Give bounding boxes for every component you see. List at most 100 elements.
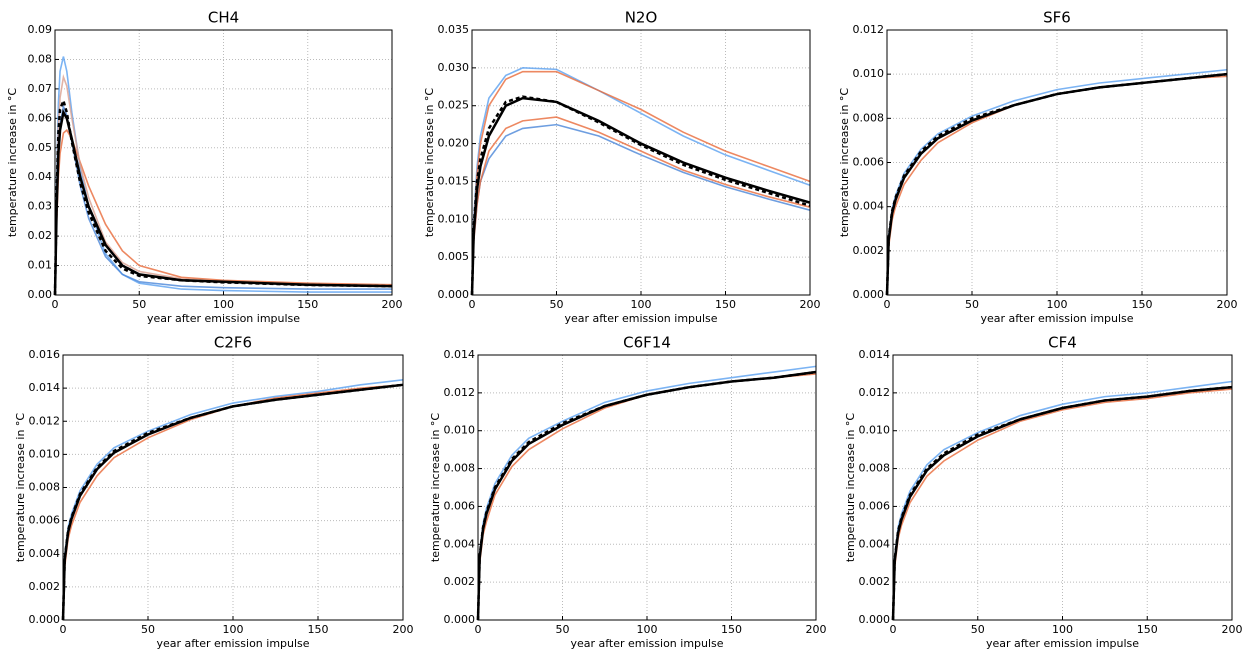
y-tick-label: 0.030: [438, 61, 470, 74]
y-tick-label: 0.09: [28, 23, 53, 36]
y-tick-label: 0.008: [29, 481, 61, 494]
y-tick-label: 0.002: [859, 575, 891, 588]
y-axis-label: temperature increase in °C: [423, 88, 436, 238]
series-line: [476, 370, 817, 621]
series-line: [891, 385, 1233, 621]
y-tick-label: 0.002: [853, 244, 885, 257]
x-tick-label: 100: [637, 623, 658, 636]
y-tick-label: 0.002: [444, 575, 476, 588]
x-axis-label: year after emission impulse: [147, 312, 300, 325]
y-tick-label: 0.000: [444, 613, 476, 626]
chart-title: CH4: [208, 9, 239, 27]
series-line: [891, 385, 1233, 621]
x-tick-label: 50: [556, 623, 570, 636]
x-tick-label: 200: [393, 623, 414, 636]
x-tick-label: 0: [60, 623, 67, 636]
x-tick-label: 50: [971, 623, 985, 636]
y-tick-label: 0.008: [853, 111, 885, 124]
chart-title: C2F6: [214, 334, 252, 352]
x-tick-label: 150: [721, 623, 742, 636]
y-tick-label: 0.010: [438, 212, 470, 225]
y-tick-label: 0.006: [444, 499, 476, 512]
x-tick-label: 0: [52, 298, 59, 311]
x-axis-label: year after emission impulse: [570, 637, 723, 650]
series-line: [471, 70, 811, 296]
series-line: [54, 103, 392, 296]
series-line: [892, 380, 1233, 621]
x-tick-label: 0: [469, 298, 476, 311]
y-tick-label: 0.05: [28, 141, 53, 154]
x-tick-label: 150: [1137, 623, 1158, 636]
y-axis-label: temperature increase in °C: [844, 413, 857, 563]
x-tick-label: 100: [213, 298, 234, 311]
series-line: [471, 67, 811, 296]
chart-title: N2O: [625, 9, 658, 27]
x-axis-label: year after emission impulse: [980, 312, 1133, 325]
y-tick-label: 0.010: [859, 424, 891, 437]
y-tick-label: 0.03: [28, 200, 53, 213]
axes-frame: [471, 29, 811, 296]
series-line: [470, 95, 811, 296]
x-tick-label: 150: [1132, 298, 1153, 311]
x-tick-label: 0: [884, 298, 891, 311]
y-tick-label: 0.004: [29, 547, 61, 560]
y-axis-label: temperature increase in °C: [14, 413, 27, 563]
x-tick-label: 0: [890, 623, 897, 636]
y-tick-label: 0.000: [853, 288, 885, 301]
series-line: [53, 96, 393, 296]
axes-frame: [54, 29, 393, 296]
y-tick-label: 0.014: [29, 381, 61, 394]
series-line: [54, 56, 392, 296]
series-line: [886, 75, 1228, 296]
y-tick-label: 0.015: [438, 174, 470, 187]
y-tick-label: 0.014: [444, 348, 476, 361]
y-axis-label: temperature increase in °C: [429, 413, 442, 563]
series-line: [61, 383, 404, 621]
y-tick-label: 0.012: [29, 414, 61, 427]
y-tick-label: 0.000: [438, 288, 470, 301]
x-tick-label: 0: [475, 623, 482, 636]
y-tick-label: 0.020: [438, 137, 470, 150]
y-tick-label: 0.002: [29, 580, 61, 593]
y-tick-label: 0.006: [29, 514, 61, 527]
y-tick-label: 0.07: [28, 82, 53, 95]
x-tick-label: 50: [550, 298, 564, 311]
x-tick-label: 200: [800, 298, 821, 311]
y-axis-label: temperature increase in °C: [6, 88, 19, 238]
x-tick-label: 100: [631, 298, 652, 311]
x-tick-label: 200: [1217, 298, 1238, 311]
x-axis-label: year after emission impulse: [986, 637, 1139, 650]
series-line: [892, 388, 1233, 621]
y-tick-label: 0.016: [29, 348, 61, 361]
y-tick-label: 0.012: [853, 23, 885, 36]
y-tick-label: 0.004: [859, 537, 891, 550]
y-tick-label: 0.006: [853, 156, 885, 169]
x-tick-label: 100: [1047, 298, 1068, 311]
x-tick-label: 50: [141, 623, 155, 636]
y-tick-label: 0.00: [28, 288, 53, 301]
y-tick-label: 0.08: [28, 52, 53, 65]
series-line: [61, 383, 404, 621]
y-tick-label: 0.008: [859, 462, 891, 475]
x-axis-label: year after emission impulse: [564, 312, 717, 325]
y-tick-label: 0.008: [444, 462, 476, 475]
panel: 0.000 0.002 0.004 0.006 0.008 0.010 0.012 0.014…: [14, 334, 414, 651]
y-tick-label: 0.012: [444, 386, 476, 399]
y-tick-label: 0.06: [28, 111, 53, 124]
y-tick-label: 0.004: [444, 537, 476, 550]
y-tick-label: 0.04: [28, 170, 53, 183]
x-tick-label: 150: [308, 623, 329, 636]
panel: 0.000 0.005 0.010 0.015 0.020 0.025 0.030 0.035…: [423, 9, 821, 326]
y-tick-label: 0.005: [438, 250, 470, 263]
y-tick-label: 0.014: [859, 348, 891, 361]
x-tick-label: 150: [297, 298, 318, 311]
chart-title: C6F14: [623, 334, 671, 352]
x-tick-label: 50: [132, 298, 146, 311]
panel: 0.00 0.01 0.02 0.03 0.04 0.05 0.06 0.07 0.08 0.09…: [6, 9, 403, 326]
series-line: [885, 72, 1228, 296]
axes-frame: [886, 29, 1228, 296]
axes-frame: [62, 354, 404, 621]
x-tick-label: 200: [382, 298, 403, 311]
x-tick-label: 100: [1052, 623, 1073, 636]
panel: 0.000 0.002 0.004 0.006 0.008 0.010 0.012 0 50 10…: [838, 9, 1238, 326]
